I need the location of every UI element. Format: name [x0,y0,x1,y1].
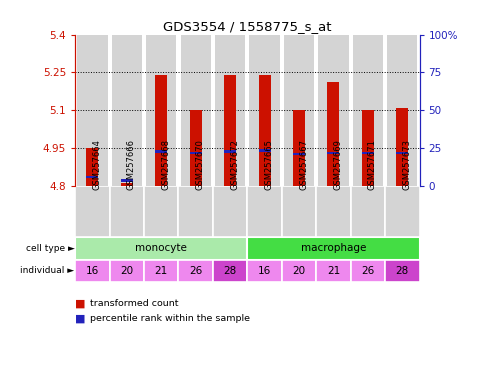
Bar [361,110,373,185]
Bar [111,35,142,185]
Bar [180,35,211,185]
Bar [247,237,419,260]
Text: GSM257670: GSM257670 [195,139,204,190]
Bar [178,260,212,282]
Bar [258,75,270,185]
Bar [316,260,350,282]
Bar [327,83,339,185]
Bar [121,179,133,182]
Text: GSM257672: GSM257672 [229,139,239,190]
Text: transformed count: transformed count [90,299,178,308]
Bar [109,260,144,282]
Bar [75,185,109,237]
Text: percentile rank within the sample: percentile rank within the sample [90,314,249,323]
Text: GSM257667: GSM257667 [298,139,307,190]
Bar [212,260,247,282]
Bar [155,151,167,153]
Text: GSM257664: GSM257664 [92,139,101,190]
Bar [109,185,144,237]
Bar [352,35,382,185]
Text: GSM257668: GSM257668 [161,139,170,190]
Bar [316,185,350,237]
Bar [75,237,247,260]
Bar [189,110,201,185]
Bar [395,152,408,154]
Text: monocyte: monocyte [135,243,187,253]
Text: individual ►: individual ► [20,266,75,275]
Text: 16: 16 [86,266,99,276]
Bar [247,260,281,282]
Text: GSM257665: GSM257665 [264,139,273,190]
Text: 28: 28 [223,266,236,276]
Text: 28: 28 [395,266,408,276]
Bar [384,185,419,237]
Text: 21: 21 [154,266,167,276]
Bar [155,75,167,185]
Bar [258,149,270,152]
Bar [214,35,245,185]
Bar [386,35,417,185]
Bar [144,260,178,282]
Bar [86,148,98,185]
Bar [281,260,316,282]
Bar [212,185,247,237]
Bar [75,260,109,282]
Text: ■: ■ [75,298,86,308]
Bar [384,260,419,282]
Bar [86,175,98,178]
Text: GSM257669: GSM257669 [333,139,342,190]
Text: 26: 26 [361,266,374,276]
Bar [395,108,408,185]
Text: GSM257666: GSM257666 [126,139,136,190]
Text: 20: 20 [120,266,133,276]
Bar [318,35,348,185]
Bar [283,35,314,185]
Text: 16: 16 [257,266,271,276]
Bar [292,153,304,155]
Bar [146,35,176,185]
Bar [249,35,279,185]
Text: 26: 26 [189,266,202,276]
Bar [350,260,384,282]
Text: GSM257673: GSM257673 [401,139,410,190]
Bar [247,185,281,237]
Text: GSM257671: GSM257671 [367,139,376,190]
Bar [178,185,212,237]
Bar [77,35,107,185]
Bar [327,152,339,154]
Bar [281,185,316,237]
Bar [224,151,236,153]
Bar [224,75,236,185]
Text: macrophage: macrophage [300,243,365,253]
Bar [350,185,384,237]
Title: GDS3554 / 1558775_s_at: GDS3554 / 1558775_s_at [163,20,331,33]
Text: cell type ►: cell type ► [26,244,75,253]
Bar [292,110,304,185]
Bar [144,185,178,237]
Bar [121,183,133,185]
Text: 21: 21 [326,266,339,276]
Bar [361,152,373,154]
Text: ■: ■ [75,314,86,324]
Text: 20: 20 [292,266,305,276]
Bar [189,152,201,154]
